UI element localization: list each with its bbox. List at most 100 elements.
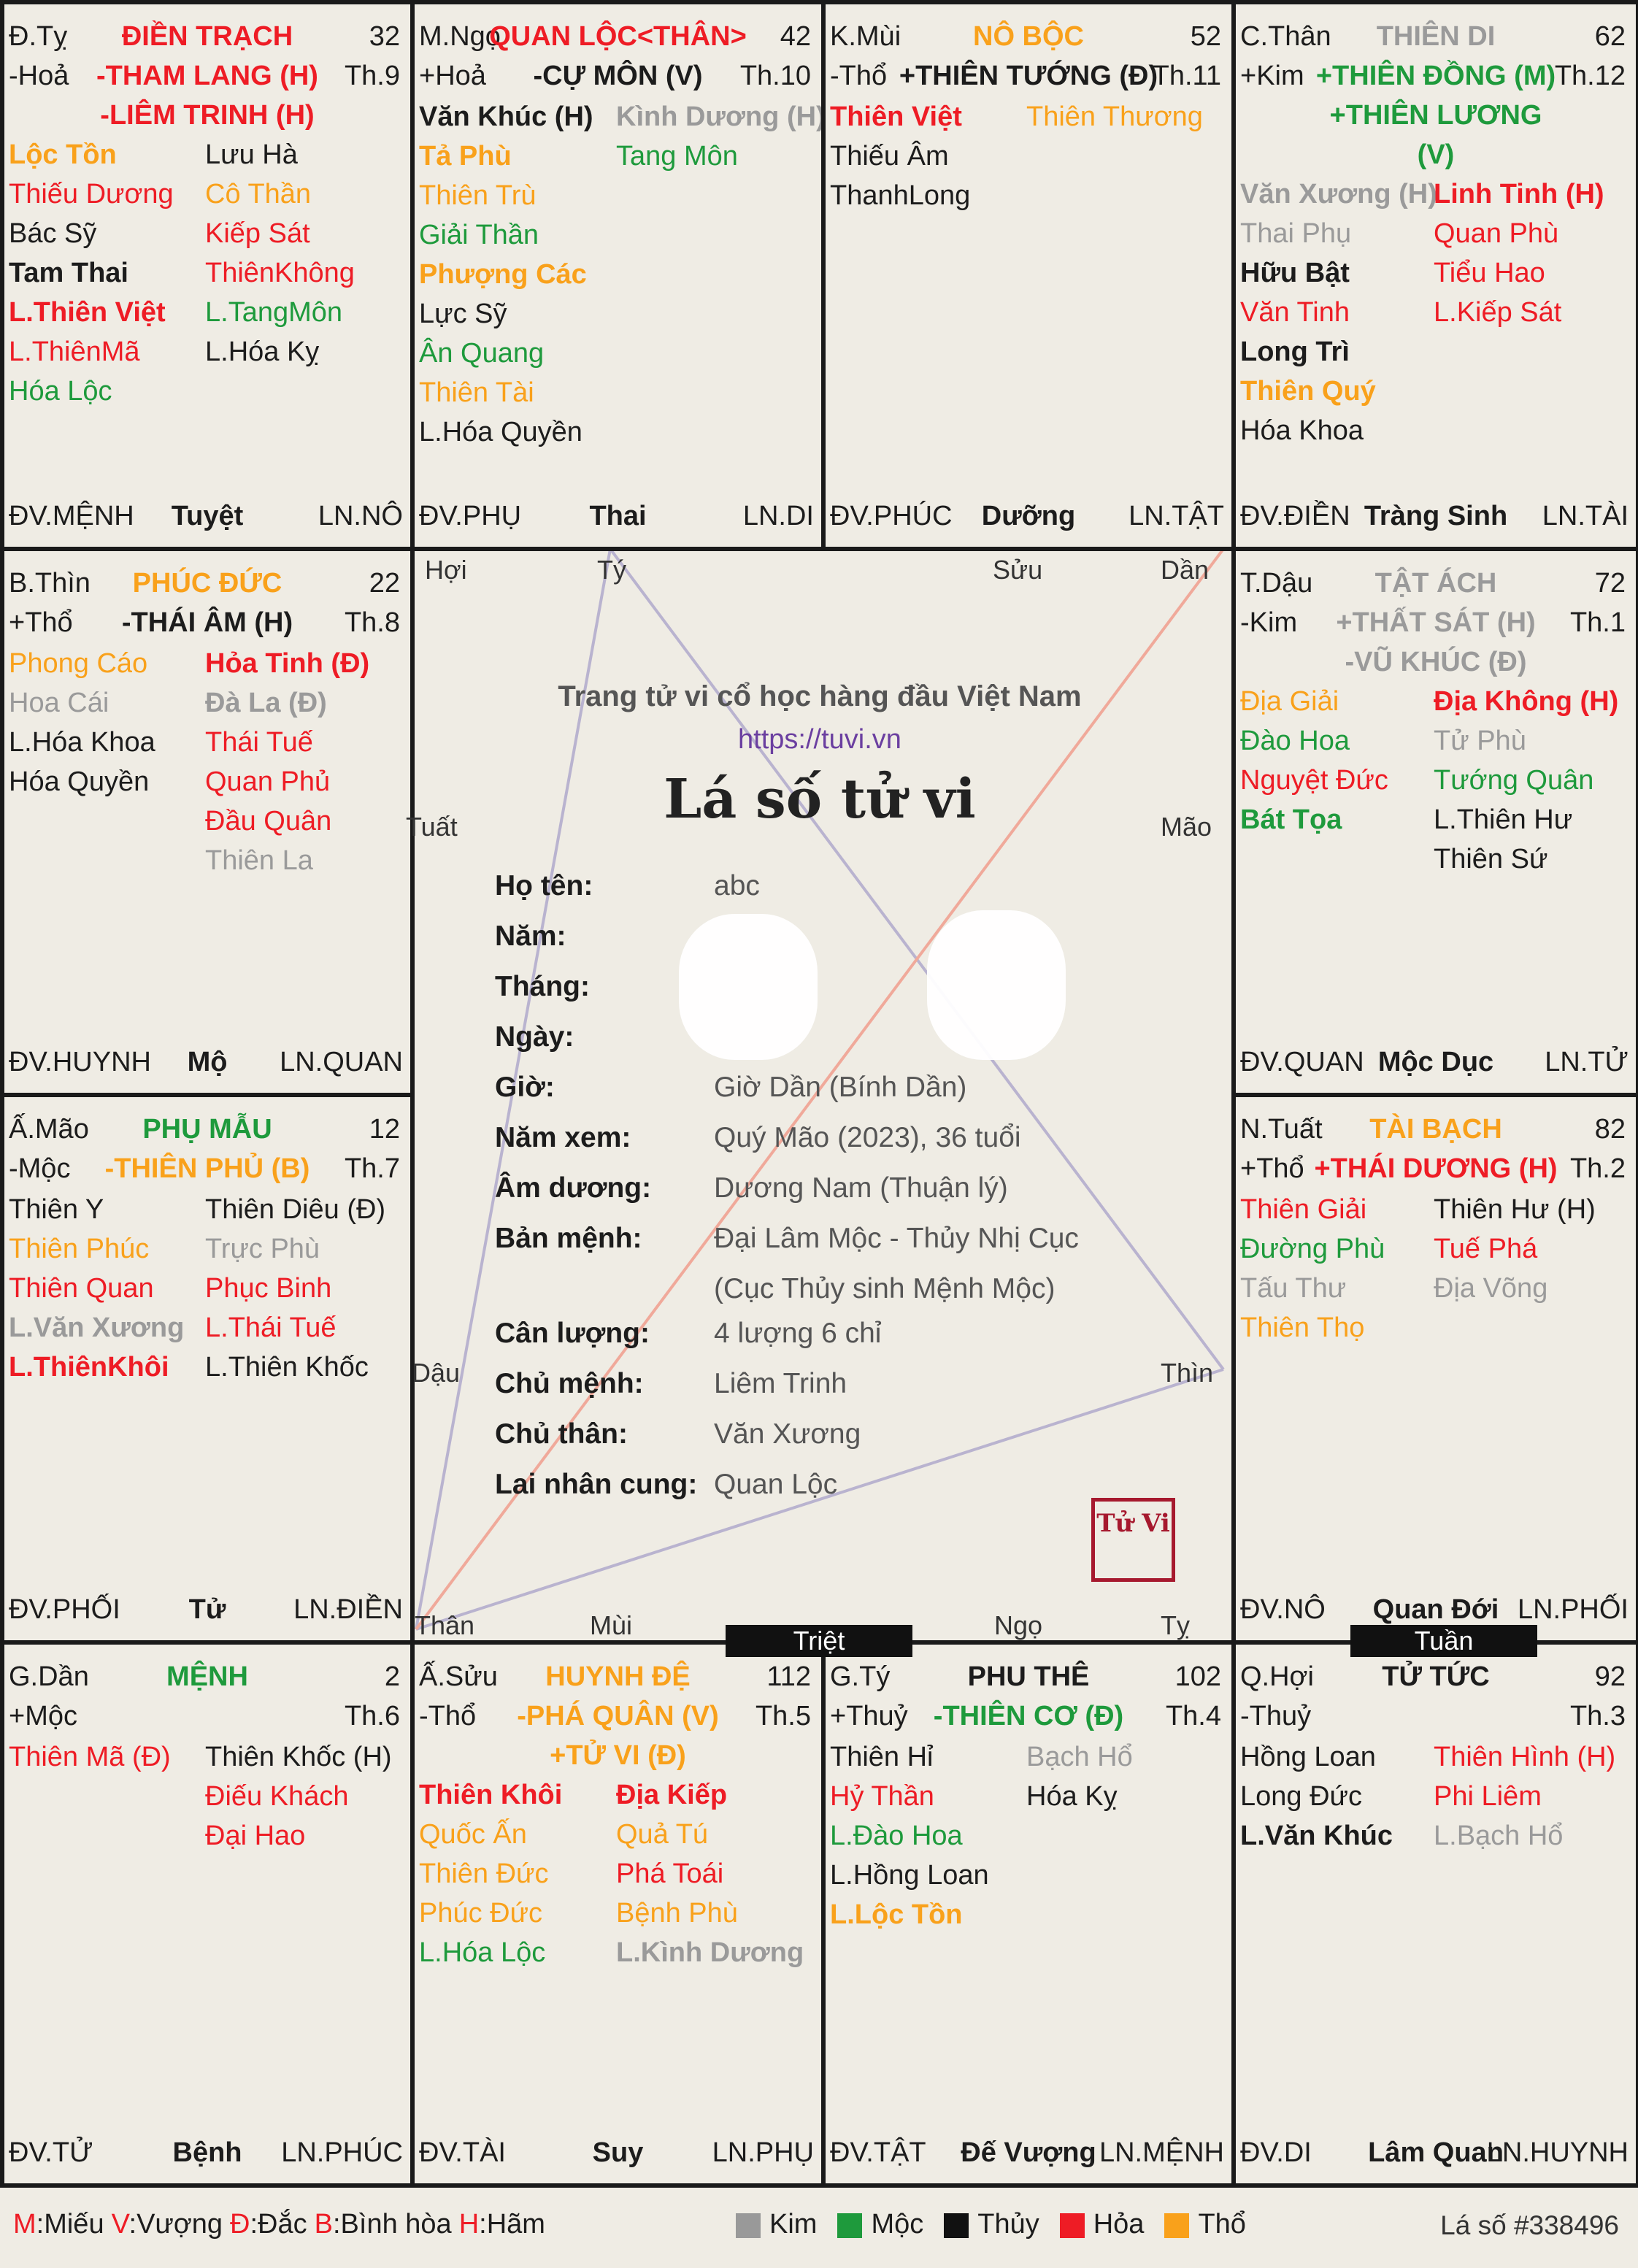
chart-number: Lá số #338496 [1440,2210,1619,2240]
minor-star: Kình Dương (H) [616,101,826,132]
minor-star: Tang Môn [616,141,738,172]
dai-van-label: ĐV.DI [1240,2137,1312,2168]
info-label: Giờ: [495,1072,555,1103]
info-value: Quan Lộc [714,1469,838,1500]
info-label: Năm xem: [495,1122,631,1153]
palace-than[interactable]: C.Thân THIÊN DI 62 +Kim Th.12 +THIÊN ĐỒNG (M)… [1231,0,1638,551]
palace-element: +Thuỷ [830,1701,908,1731]
palace-element: +Thổ [1240,1153,1304,1184]
main-star: +THÁI DƯƠNG (H) [1314,1153,1558,1184]
palace-age: 22 [369,568,400,599]
life-stage: Thai [589,501,647,531]
palace-name: PHỤ MẪU [142,1114,272,1145]
minor-star: Đà La (Đ) [205,688,327,718]
minor-star: L.Kiếp Sát [1434,297,1562,328]
luu-nien-label: LN.NÔ [318,501,403,531]
dai-van-label: ĐV.PHỐI [9,1594,120,1625]
element-name: Hỏa [1093,2209,1145,2240]
life-stage: Suy [592,2137,644,2168]
luu-nien-label: LN.TẬT [1128,501,1224,531]
dai-van-label: ĐV.HUYNH [9,1047,151,1077]
site-url-link[interactable]: https://tuvi.vn [738,724,901,755]
palace-dau[interactable]: T.Dậu TẬT ÁCH 72 -Kim Th.1 +THẤT SÁT (H) -VŨ K… [1231,547,1638,1097]
palace-name: NÔ BỘC [973,21,1084,52]
info-value: (Cục Thủy sinh Mệnh Mộc) [714,1273,1056,1304]
minor-star: Đào Hoa [1240,726,1350,756]
info-label: Lai nhân cung: [495,1469,698,1500]
minor-star: Điếu Khách [205,1781,349,1812]
palace-ti[interactable]: G.Tý PHU THÊ 102 +Thuỷ Th.4 -THIÊN CƠ (Đ) Thiê… [821,1640,1236,2188]
palace-name: PHU THÊ [967,1661,1090,1692]
palace-thin[interactable]: B.Thìn PHÚC ĐỨC 22 +Thổ Th.8 -THÁI ÂM (H) Phon… [0,547,415,1097]
info-value: Quý Mão (2023), 36 tuổi [714,1122,1021,1153]
minor-star: L.Hồng Loan [830,1860,989,1891]
main-star: -LIÊM TRINH (H) [100,100,315,131]
palace-tuat[interactable]: N.Tuất TÀI BẠCH 82 +Thổ Th.2 +THÁI DƯƠNG (H) T… [1231,1093,1638,1645]
minor-star: Bát Tọa [1240,804,1342,835]
minor-star: L.Thiên Hư [1434,804,1573,835]
palace-name: QUAN LỘC<THÂN> [489,21,747,52]
minor-star: Địa Kiếp [616,1780,728,1810]
main-star: -THAM LANG (H) [96,61,318,91]
info-label: Năm: [495,920,566,952]
palace-suu[interactable]: Ấ.Sửu HUYNH ĐỆ 112 -Thổ Th.5 -PHÁ QUÂN (V) +TỬ… [410,1640,826,2188]
minor-star: Linh Tinh (H) [1434,179,1604,209]
minor-star: Hóa Lộc [9,376,112,407]
branch-label-ty-bot: Tỵ [1161,1610,1190,1640]
minor-star: L.Thái Tuế [205,1312,337,1343]
palace-month: Th.2 [1569,1153,1626,1184]
info-value: Văn Xương [714,1418,861,1450]
legend-meaning: :Bình hòa [333,2209,452,2240]
legend-letter: V [111,2209,129,2240]
life-stage: Bệnh [172,2137,242,2168]
minor-star: Thái Tuế [205,727,313,758]
dai-van-label: ĐV.TỬ [9,2137,93,2168]
palace-age: 112 [766,1661,811,1692]
info-value: abc [714,870,760,902]
palace-hoi[interactable]: Q.Hợi TỬ TỨC 92 -Thuỷ Th.3 Hồng Loan Long Đức L… [1231,1640,1638,2188]
main-star: +THIÊN ĐỒNG (M) [1315,61,1556,91]
info-label: Chủ mệnh: [495,1368,644,1399]
dai-van-label: ĐV.ĐIỀN [1240,501,1350,531]
minor-star: Đầu Quân [205,806,332,837]
palace-name: ĐIỀN TRẠCH [121,21,293,52]
palace-ngo[interactable]: M.Ngọ QUAN LỘC<THÂN> 42 +Hoả Th.10 -CỰ MÔN (V… [410,0,826,551]
minor-star: Tả Phù [419,141,512,172]
minor-star: Đại Hao [205,1821,306,1851]
branch-label-mui: Mùi [590,1610,633,1640]
line-ty-than [415,548,612,1630]
minor-star: Thiên La [205,845,313,876]
minor-star: Tuế Phá [1434,1234,1538,1264]
palace-month: Th.11 [1152,61,1221,91]
minor-star: Thiên Sứ [1434,844,1548,874]
palace-dan[interactable]: G.Dần MỆNH 2 +Mộc Th.6 Thiên Mã (Đ) Thiên Khốc… [0,1640,415,2188]
palace-mui[interactable]: K.Mùi NÔ BỘC 52 -Thổ Th.11 +THIÊN TƯỚNG (Đ) Th… [821,0,1236,551]
minor-star: Hỏa Tinh (Đ) [205,648,370,679]
palace-mao[interactable]: Ấ.Mão PHỤ MẪU 12 -Mộc Th.7 -THIÊN PHỦ (B) Thiê… [0,1093,415,1645]
minor-star: Nguyệt Đức [1240,765,1388,796]
luu-nien-label: LN.PHÚC [281,2137,403,2168]
palace-month: Th.8 [344,607,400,638]
main-star: (V) [1417,139,1455,170]
dai-van-label: ĐV.QUAN [1240,1047,1364,1077]
minor-star: L.Thiên Khốc [205,1352,369,1383]
life-stage: Lâm Quan [1368,2137,1504,2168]
main-star: +THIÊN TƯỚNG (Đ) [899,61,1158,91]
minor-star: L.Kình Dương [616,1937,804,1968]
life-stage: Mộc Dục [1377,1047,1494,1077]
minor-star: Thiên Giải [1240,1194,1367,1225]
palace-month: Th.9 [344,61,400,91]
element-name: Thủy [977,2209,1039,2240]
minor-star: Ân Quang [419,338,545,369]
minor-star: Thiên Y [9,1194,104,1225]
palace-month: Th.6 [344,1701,400,1731]
palace-ty[interactable]: Đ.Tỵ ĐIỀN TRẠCH 32 -Hoả Th.9 -THAM LANG (H) -L… [0,0,415,551]
element-name: Mộc [871,2209,924,2240]
minor-star: ThiênKhông [205,258,355,288]
palace-name: TỬ TỨC [1382,1661,1490,1692]
strength-legend: M:Miếu V:Vượng Đ:Đắc B:Bình hòa H:Hãm [13,2209,553,2240]
luu-nien-label: LN.QUAN [280,1047,403,1077]
minor-star: L.Đào Hoa [830,1821,963,1851]
element-swatch [837,2213,863,2238]
